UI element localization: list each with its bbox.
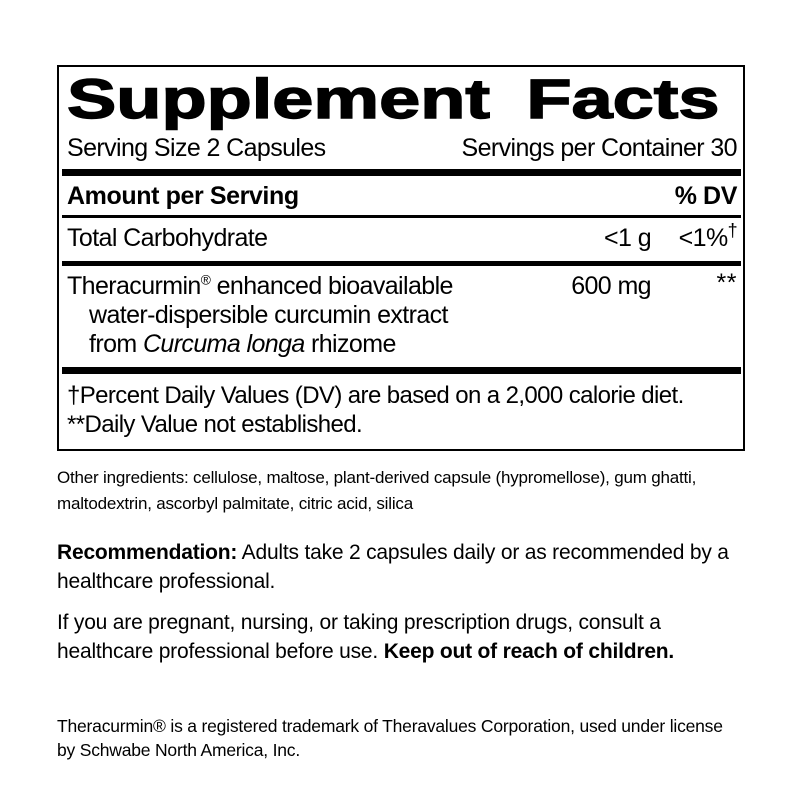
supplement-label-page: Supplement Facts Serving Size 2 Capsules… (57, 65, 745, 760)
amount-per-serving-header: Amount per Serving (67, 182, 299, 210)
ingredient-name-suffix: enhanced bioavailable (210, 272, 454, 300)
ingredient-description-line2: water-dispersible curcumin extract (89, 301, 449, 329)
footnote-not-established: **Daily Value not established. (67, 411, 363, 438)
divider-medium (62, 261, 741, 266)
percent-dv-value: <1% (678, 224, 729, 252)
panel-title: Supplement Facts (66, 67, 737, 130)
nutrient-name: Total Carbohydrate (67, 224, 268, 252)
trademark-notice: Theracurmin® is a registered trademark o… (57, 716, 723, 760)
ingredient-name: Theracurmin® enhanced bioavailable (67, 272, 556, 301)
divider-thick-top (62, 169, 741, 176)
nutrient-row-total-carbohydrate: Total Carbohydrate <1 g <1%† (67, 218, 738, 261)
description-suffix: rhizome (304, 330, 396, 358)
ingredient-description-line3: from Curcuma longa rhizome (67, 330, 737, 359)
percent-dv-header: % DV (674, 182, 738, 210)
divider-thin (62, 215, 741, 218)
other-ingredients-text: Other ingredients: cellulose, maltose, p… (57, 468, 697, 513)
ingredient-dv-asterisks: ** (716, 269, 737, 297)
botanical-name: Curcuma longa (142, 330, 305, 358)
description-prefix: from (89, 330, 143, 358)
servings-per-container: Servings per Container 30 (461, 134, 738, 162)
ingredient-main-line: Theracurmin® enhanced bioavailable 600 m… (67, 269, 737, 301)
column-header-row: Amount per Serving % DV (67, 176, 737, 215)
serving-size: Serving Size 2 Capsules (67, 134, 326, 162)
footnote-dv-basis: †Percent Daily Values (DV) are based on … (67, 382, 684, 409)
panel-footnotes: †Percent Daily Values (DV) are based on … (67, 374, 737, 449)
nutrient-amount: <1 g (604, 224, 652, 252)
recommendation-label: Recommendation: (57, 541, 238, 564)
divider-thick-bottom (62, 367, 741, 374)
panel-title-text: Supplement Facts (66, 67, 720, 130)
supplement-facts-panel: Supplement Facts Serving Size 2 Capsules… (57, 65, 745, 451)
ingredient-brand-name: Theracurmin (67, 272, 201, 300)
warning-body: If you are pregnant, nursing, or taking … (57, 611, 661, 663)
warning-emphasis: Keep out of reach of children. (383, 639, 675, 663)
ingredient-amount: 600 mg (571, 272, 651, 300)
recommendation-text: Recommendation: Adults take 2 capsules d… (57, 539, 745, 596)
registered-trademark-mark: ® (200, 272, 211, 288)
nutrient-percent-dv: <1%† (651, 220, 738, 253)
dagger-footnote-mark: † (727, 220, 738, 241)
recommendation-body: Adults take 2 capsules daily or as recom… (57, 541, 729, 593)
serving-info-row: Serving Size 2 Capsules Servings per Con… (67, 127, 738, 169)
ingredient-row-theracurmin: Theracurmin® enhanced bioavailable 600 m… (67, 266, 737, 367)
warning-text: If you are pregnant, nursing, or taking … (57, 609, 745, 666)
